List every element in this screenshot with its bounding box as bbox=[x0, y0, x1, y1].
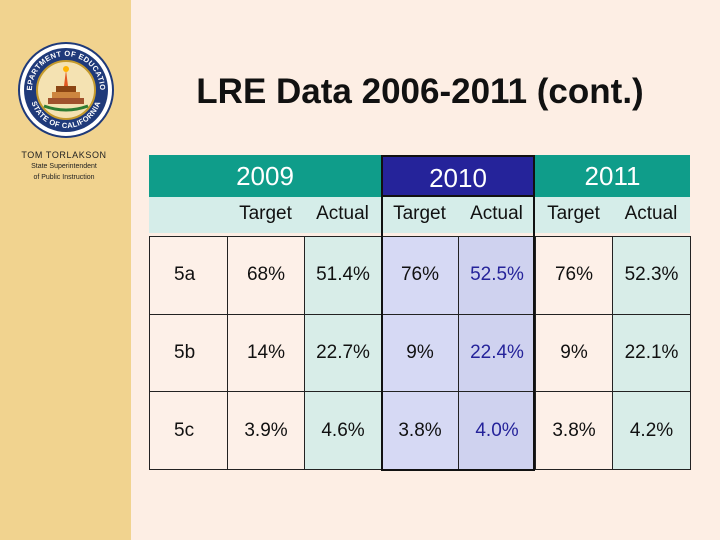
superintendent-title-line2: of Public Instruction bbox=[33, 174, 95, 181]
cell-2011-target: 9% bbox=[535, 313, 613, 393]
cell-2010-target: 76% bbox=[381, 236, 459, 315]
cell-2010-actual: 4.0% bbox=[458, 391, 536, 470]
cell-2009-target: 14% bbox=[227, 313, 305, 393]
row-label: 5a bbox=[149, 236, 228, 315]
superintendent-name: TOM TORLAKSON bbox=[21, 150, 107, 160]
cell-2009-target: 3.9% bbox=[227, 391, 305, 470]
subheader-2009-target: Target bbox=[239, 203, 292, 224]
subheader-2010-actual: Actual bbox=[470, 203, 523, 224]
lre-data-table: 5a 68% 51.4% 76% 52.5% 76% 52.3% 5b 14% … bbox=[149, 236, 691, 470]
cell-2011-actual: 52.3% bbox=[612, 236, 691, 315]
sidebar: DEPARTMENT OF EDUCATION STATE OF CALIFOR… bbox=[0, 0, 131, 540]
subheader-2010-target: Target bbox=[393, 203, 446, 224]
year-header-2009: 2009 bbox=[149, 155, 381, 197]
superintendent-title-line1: State Superintendent bbox=[31, 163, 97, 170]
subheader-band bbox=[149, 197, 690, 233]
cell-2010-actual: 52.5% bbox=[458, 236, 536, 315]
cell-2011-actual: 4.2% bbox=[612, 391, 691, 470]
table-row: 5a 68% 51.4% 76% 52.5% 76% 52.3% bbox=[149, 236, 691, 315]
cell-2010-actual: 22.4% bbox=[458, 313, 536, 393]
cell-2010-target: 3.8% bbox=[381, 391, 459, 470]
state-seal-logo: DEPARTMENT OF EDUCATION STATE OF CALIFOR… bbox=[18, 42, 114, 138]
cell-2009-actual: 22.7% bbox=[304, 313, 382, 393]
row-label: 5c bbox=[149, 391, 228, 470]
cell-2011-target: 3.8% bbox=[535, 391, 613, 470]
table-row: 5b 14% 22.7% 9% 22.4% 9% 22.1% bbox=[149, 313, 691, 393]
cell-2011-target: 76% bbox=[535, 236, 613, 315]
year-header-2010: 2010 bbox=[381, 155, 535, 197]
subheader-2009-actual: Actual bbox=[316, 203, 369, 224]
cell-2009-actual: 51.4% bbox=[304, 236, 382, 315]
cell-2009-actual: 4.6% bbox=[304, 391, 382, 470]
table-row: 5c 3.9% 4.6% 3.8% 4.0% 3.8% 4.2% bbox=[149, 391, 691, 470]
slide-title: LRE Data 2006-2011 (cont.) bbox=[196, 72, 644, 111]
subheader-2011-actual: Actual bbox=[624, 203, 678, 224]
subheader-2011-target: Target bbox=[547, 203, 600, 224]
cell-2010-target: 9% bbox=[381, 313, 459, 393]
cell-2011-actual: 22.1% bbox=[612, 313, 691, 393]
superintendent-block: TOM TORLAKSON State Superintendent of Pu… bbox=[4, 150, 124, 182]
row-label: 5b bbox=[149, 313, 228, 393]
year-header-2011: 2011 bbox=[535, 155, 690, 197]
cell-2009-target: 68% bbox=[227, 236, 305, 315]
